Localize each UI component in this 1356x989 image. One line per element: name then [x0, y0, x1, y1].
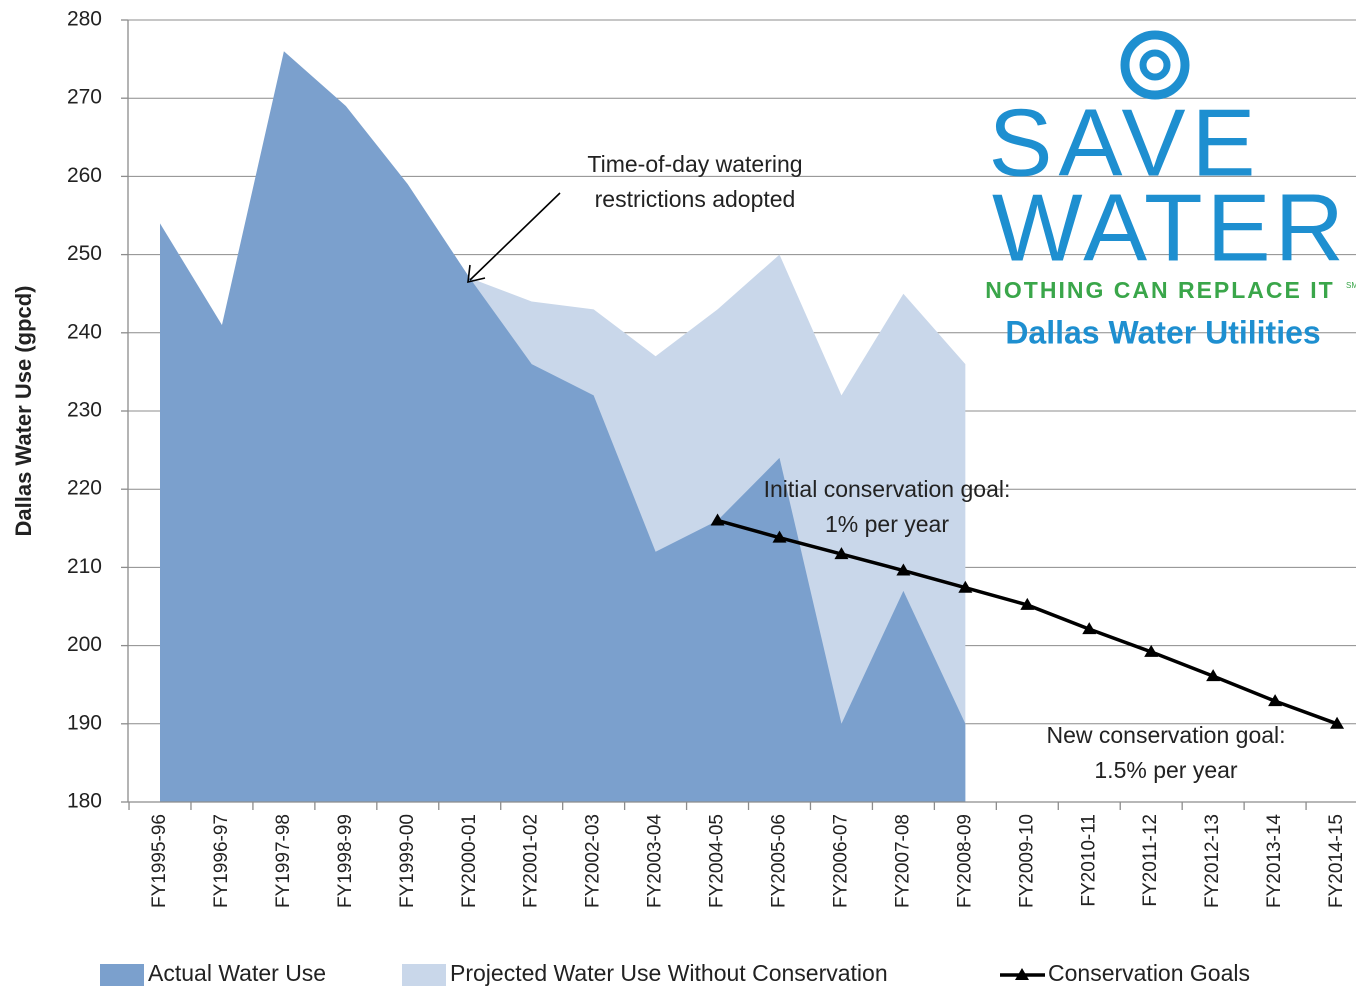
legend-label: Conservation Goals: [1048, 960, 1250, 986]
y-tick-label: 190: [67, 711, 102, 734]
marker: [1144, 644, 1159, 657]
x-tick-label: FY2002-03: [583, 814, 604, 908]
y-tick-label: 260: [67, 164, 102, 187]
marker: [710, 513, 725, 526]
marker: [1082, 622, 1097, 635]
x-tick-label: FY2013-14: [1264, 814, 1285, 908]
marker: [896, 563, 911, 576]
annotation: New conservation goal:: [1046, 722, 1285, 748]
annotation: Initial conservation goal:: [764, 476, 1011, 502]
annotations: Time-of-day watering restrictions adopted…: [467, 151, 1286, 783]
arrow: [469, 192, 561, 281]
annotation: 1% per year: [825, 511, 949, 537]
x-tick-label: FY2011-12: [1140, 814, 1161, 907]
legend-label: Actual Water Use: [148, 960, 326, 986]
y-tick-label: 240: [67, 320, 102, 343]
annotation: Time-of-day watering: [587, 151, 802, 177]
y-tick-label: 210: [67, 555, 102, 578]
logo-swirl: [1139, 49, 1171, 81]
logo-swirl: [1120, 30, 1190, 100]
marker: [958, 580, 973, 593]
y-tick-label: 230: [67, 399, 102, 422]
x-tick-label: FY2007-08: [892, 814, 913, 908]
logo-line1: SAVE: [989, 89, 1262, 196]
x-tick-label: FY2000-01: [459, 814, 480, 908]
legend-swatch: [1015, 968, 1029, 980]
marker: [1206, 669, 1221, 682]
x-tick-label: FY2005-06: [769, 814, 790, 908]
axes: 180 190 200 210 220 230 240 250 260 270 280 FY1995-…: [67, 8, 1356, 908]
plot: [160, 51, 966, 803]
legend-swatch: [402, 964, 446, 986]
area: [160, 51, 966, 802]
x-tick-label: FY2004-05: [707, 814, 728, 908]
arrow-head: [467, 264, 486, 284]
marker: [772, 530, 787, 543]
lines: [710, 513, 1345, 729]
x-tick-label: FY1996-97: [211, 814, 232, 908]
legend-swatch: [100, 964, 144, 986]
logo: SAVE WATER NOTHING CAN REPLACE IT SM Dal…: [985, 30, 1356, 350]
y-tick-label: 200: [67, 633, 102, 656]
marker: [1020, 597, 1035, 610]
marker: [834, 547, 849, 560]
x-tick-label: FY1999-00: [397, 814, 418, 908]
marker: [1330, 716, 1345, 729]
y-tick-label: 180: [67, 790, 102, 813]
x-tick-label: FY2010-11: [1078, 814, 1099, 907]
y-tick-label: 250: [67, 242, 102, 265]
logo-mark: SM: [1346, 281, 1356, 290]
logo-tagline: NOTHING CAN REPLACE IT: [985, 277, 1334, 303]
x-tick-label: FY1997-98: [273, 814, 294, 908]
x-tick-label: FY2001-02: [521, 814, 542, 908]
y-tick-label: 280: [67, 8, 102, 31]
x-tick-label: FY2006-07: [830, 814, 851, 908]
x-tick-label: FY2008-09: [954, 814, 975, 908]
x-tick-label: FY2012-13: [1202, 814, 1223, 908]
logo-line2: WATER: [992, 174, 1348, 281]
logo-org: Dallas Water Utilities: [1005, 314, 1320, 350]
legend-label: Projected Water Use Without Conservation: [450, 960, 888, 986]
x-tick-label: FY2009-10: [1016, 814, 1037, 908]
x-tick-label: FY2014-15: [1326, 814, 1347, 908]
x-tick-label: FY1995-96: [149, 814, 170, 908]
legend: Actual Water Use Projected Water Use With…: [100, 960, 1250, 986]
x-tick-label: FY2003-04: [645, 814, 666, 908]
y-axis-title: Dallas Water Use (gpcd): [11, 285, 36, 536]
y-tick-label: 220: [67, 477, 102, 500]
annotation: restrictions adopted: [595, 186, 796, 212]
x-tick-label: FY1998-99: [335, 814, 356, 908]
annotation: 1.5% per year: [1094, 757, 1238, 783]
marker: [1268, 694, 1283, 707]
y-tick-label: 270: [67, 86, 102, 109]
